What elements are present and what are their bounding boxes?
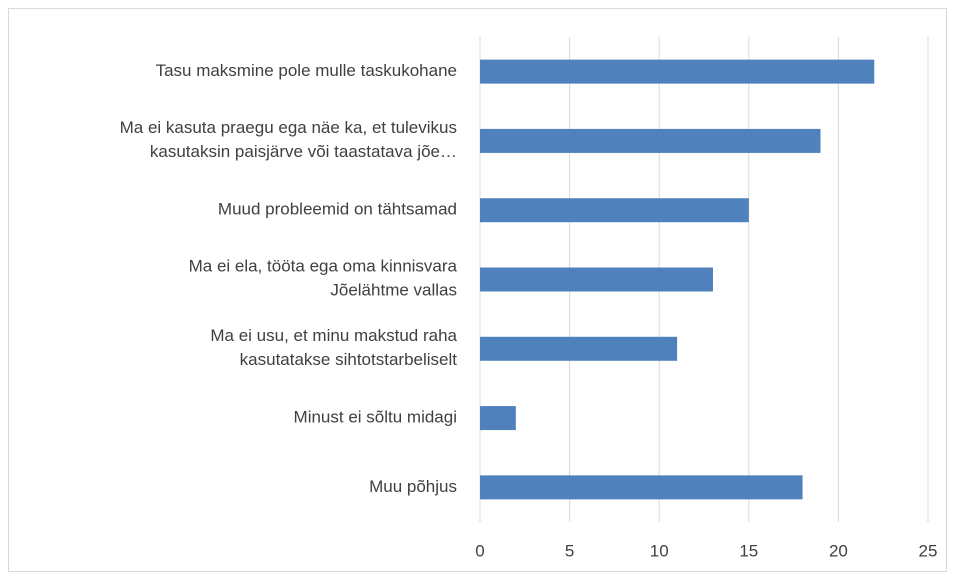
y-tick-label: Muud probleemid on tähtsamad <box>218 200 457 219</box>
bar <box>480 406 516 431</box>
bar <box>480 59 875 84</box>
x-tick-label: 5 <box>565 541 574 560</box>
bar <box>480 475 803 500</box>
bar <box>480 128 821 153</box>
y-tick-label: Muu põhjus <box>369 477 457 496</box>
y-tick-label: Ma ei kasuta praegu ega näe ka, et tulev… <box>120 118 457 161</box>
chart-border <box>8 8 947 572</box>
x-tick-label: 20 <box>829 541 848 560</box>
y-tick-label: Ma ei usu, et minu makstud raha kasutatak… <box>210 326 457 369</box>
x-tick-label: 15 <box>739 541 758 560</box>
x-tick-label: 0 <box>475 541 484 560</box>
x-tick-label: 10 <box>650 541 669 560</box>
y-tick-label: Tasu maksmine pole mulle taskukohane <box>156 61 457 80</box>
bar <box>480 336 678 361</box>
y-tick-label: Ma ei ela, tööta ega oma kinnisvara Jõelä… <box>189 257 458 300</box>
x-tick-label: 25 <box>919 541 938 560</box>
bar <box>480 198 749 223</box>
bar <box>480 267 713 292</box>
y-tick-label: Minust ei sõltu midagi <box>294 408 457 427</box>
